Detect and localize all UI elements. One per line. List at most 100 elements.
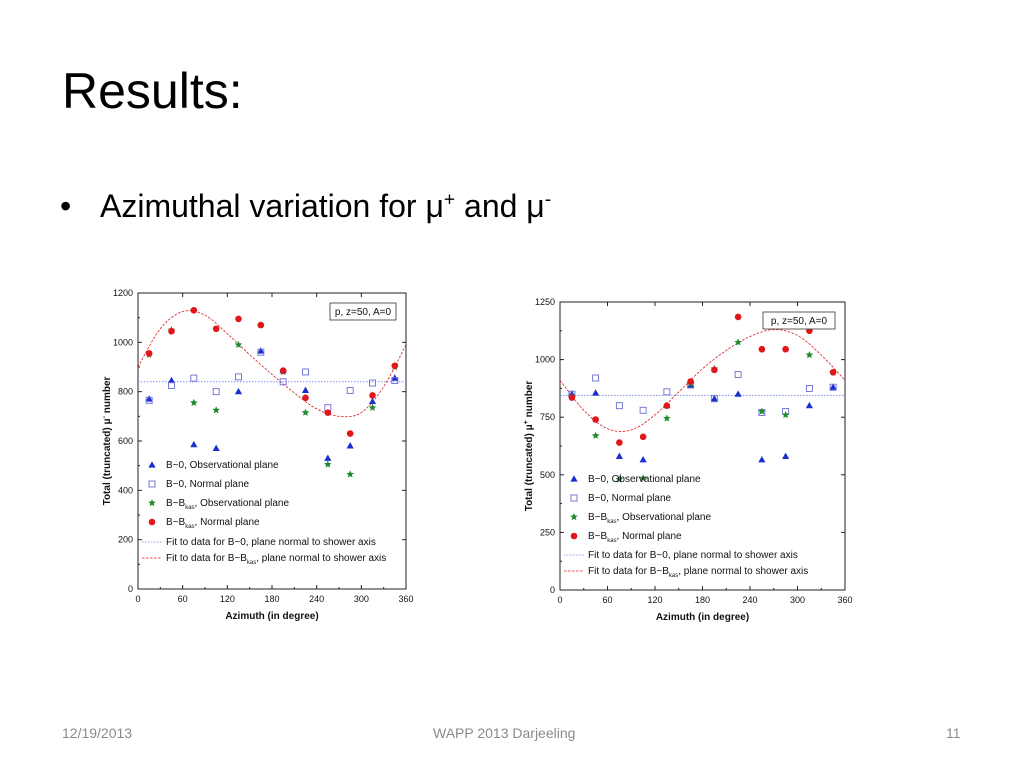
legend-label-fit-b0: Fit to data for B~0, plane normal to sho…	[166, 537, 376, 548]
y-tick-label: 750	[540, 412, 555, 422]
x-tick-label: 180	[695, 595, 710, 605]
bullet-and: and μ	[455, 188, 545, 224]
data-point-bkas_norm	[168, 327, 175, 335]
legend-label-b0_norm: B~0, Normal plane	[588, 493, 672, 504]
data-point-b0_obs	[710, 394, 718, 402]
data-point-b0_obs	[758, 456, 766, 463]
y-tick-label: 1200	[113, 288, 133, 298]
y-tick-label: 800	[118, 387, 133, 397]
y-axis-label: Total (truncated) μ+ number	[523, 381, 535, 512]
data-point-bkas_norm	[346, 430, 354, 437]
data-point-b0_norm	[639, 406, 647, 414]
y-tick-label: 1250	[535, 297, 555, 307]
data-point-b0_obs	[301, 386, 310, 394]
legend-marker-b0_obs	[570, 475, 578, 482]
data-point-b0_norm	[805, 384, 813, 392]
legend-marker-bkas_obs	[570, 513, 578, 521]
x-tick-label: 300	[354, 594, 369, 604]
x-tick-label: 120	[220, 594, 235, 604]
bullet-text: Azimuthal variation for μ	[100, 188, 444, 224]
legend-label-b0_obs: B~0, Observational plane	[588, 474, 701, 485]
footer-page-number: 11	[946, 725, 961, 741]
data-point-b0_obs	[829, 383, 837, 390]
slide-title: Results:	[62, 63, 243, 119]
legend-label-fit-bkas: Fit to data for B~Bkas, plane normal to …	[588, 566, 808, 579]
data-point-b0_norm	[168, 382, 175, 389]
legend-marker-b0_obs	[148, 461, 156, 468]
x-tick-label: 240	[742, 595, 757, 605]
data-point-bkas_norm	[302, 394, 309, 402]
x-tick-label: 60	[178, 594, 188, 604]
data-point-bkas_norm	[782, 345, 789, 353]
footer-center-text: WAPP 2013 Darjeeling	[433, 725, 576, 741]
data-point-b0_obs	[145, 395, 153, 402]
y-tick-label: 200	[118, 535, 133, 545]
annotation-text: p, z=50, A=0	[771, 316, 828, 327]
legend-label-bkas_obs: B~Bkas, Observational plane	[588, 512, 711, 525]
data-point-b0_obs	[324, 454, 332, 461]
data-point-b0_norm	[615, 402, 623, 410]
data-point-bkas_norm	[734, 313, 742, 321]
data-point-b0_norm	[190, 374, 198, 382]
data-point-b0_obs	[782, 452, 790, 459]
data-point-b0_norm	[829, 383, 837, 391]
x-tick-label: 0	[135, 594, 140, 604]
y-tick-label: 250	[540, 527, 555, 537]
data-point-b0_obs	[734, 390, 742, 397]
bullet-sup-plus: +	[443, 189, 456, 211]
data-point-b0_obs	[639, 456, 647, 463]
data-point-b0_obs	[368, 397, 377, 405]
data-point-bkas_norm	[687, 378, 694, 385]
x-axis-label: Azimuth (in degree)	[225, 611, 318, 622]
data-point-bkas_obs	[639, 474, 647, 482]
data-point-bkas_norm	[829, 368, 837, 376]
footer-date: 12/19/2013	[62, 725, 133, 741]
data-point-bkas_obs	[781, 410, 790, 419]
annotation-box	[762, 311, 836, 330]
data-point-bkas_norm	[324, 409, 332, 416]
x-tick-label: 180	[264, 594, 279, 604]
x-tick-label: 360	[837, 595, 852, 605]
data-point-b0_norm	[145, 396, 153, 404]
legend-marker-b0_norm	[570, 494, 578, 502]
data-point-b0_norm	[346, 386, 354, 394]
data-point-b0_norm	[212, 388, 220, 396]
bullet-point: • Azimuthal variation for μ+ and μ-	[60, 188, 551, 225]
y-tick-label: 400	[118, 485, 133, 495]
chart-mu-plus: 0 60 120 180 240 300 360 0 250 500 750 1000 1250 Azim…	[523, 297, 853, 623]
data-point-bkas_obs	[368, 403, 377, 411]
data-point-bkas_norm	[369, 392, 376, 399]
data-point-bkas_norm	[235, 315, 242, 323]
y-tick-label: 0	[550, 585, 555, 595]
data-point-b0_obs	[234, 387, 243, 395]
data-point-bkas_obs	[190, 398, 198, 406]
data-point-bkas_obs	[805, 350, 814, 359]
data-point-bkas_obs	[301, 408, 310, 416]
y-tick-label: 0	[128, 584, 133, 594]
y-axis-label: Total (truncated) μ- number	[101, 376, 113, 505]
x-tick-label: 360	[398, 594, 413, 604]
x-axis-label: Azimuth (in degree)	[656, 612, 749, 623]
data-point-b0_obs	[805, 401, 813, 409]
y-tick-label: 600	[118, 436, 133, 446]
legend-label-b0_obs: B~0, Observational plane	[166, 460, 279, 471]
data-point-bkas_norm	[639, 433, 647, 441]
legend-label-bkas_norm: B~Bkas, Normal plane	[166, 517, 260, 530]
data-point-b0_obs	[167, 376, 176, 384]
data-point-b0_obs	[346, 442, 354, 449]
x-tick-label: 0	[557, 595, 562, 605]
fit-curve-bkas	[137, 310, 407, 418]
data-point-bkas_obs	[212, 406, 220, 414]
data-point-bkas_norm	[212, 325, 220, 333]
bullet-sup-minus: -	[544, 189, 552, 211]
data-point-bkas_norm	[391, 362, 399, 370]
legend-marker-bkas_obs	[148, 499, 156, 507]
y-tick-label: 500	[540, 470, 555, 480]
data-point-b0_norm	[302, 368, 309, 376]
legend-label-bkas_obs: B~Bkas, Observational plane	[166, 498, 289, 511]
y-tick-label: 1000	[535, 355, 555, 365]
data-point-bkas_obs	[758, 407, 766, 415]
legend-label-fit-bkas: Fit to data for B~Bkas, plane normal to …	[166, 553, 386, 566]
legend-marker-bkas_norm	[570, 532, 578, 540]
data-point-bkas_obs	[663, 414, 671, 422]
